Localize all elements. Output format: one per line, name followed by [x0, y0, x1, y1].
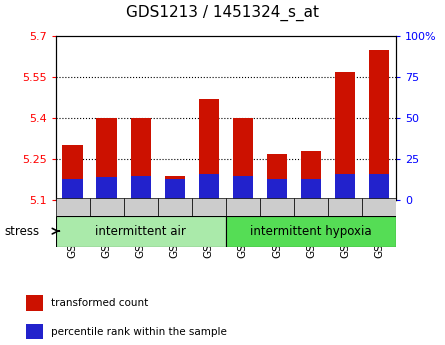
Bar: [260, 198, 294, 216]
Bar: [26, 324, 43, 339]
Bar: [56, 216, 226, 247]
Bar: [124, 198, 158, 216]
Bar: [192, 198, 226, 216]
Bar: [233, 176, 253, 200]
Text: intermittent air: intermittent air: [95, 225, 186, 238]
Bar: [328, 198, 362, 216]
Bar: [233, 118, 253, 200]
Bar: [56, 198, 90, 216]
Bar: [90, 198, 124, 216]
Bar: [226, 216, 396, 247]
Bar: [198, 174, 219, 200]
Bar: [369, 174, 389, 200]
Text: stress: stress: [4, 225, 40, 238]
Bar: [294, 198, 328, 216]
Text: GDS1213 / 1451324_s_at: GDS1213 / 1451324_s_at: [126, 5, 319, 21]
Bar: [130, 176, 151, 200]
Bar: [369, 50, 389, 200]
Bar: [26, 295, 43, 311]
Text: intermittent hypoxia: intermittent hypoxia: [250, 225, 372, 238]
Bar: [62, 146, 83, 200]
Bar: [335, 174, 355, 200]
Bar: [130, 118, 151, 200]
Bar: [362, 198, 396, 216]
Bar: [165, 179, 185, 200]
Bar: [158, 198, 192, 216]
Bar: [301, 179, 321, 200]
Bar: [97, 118, 117, 200]
Bar: [198, 99, 219, 200]
Text: transformed count: transformed count: [51, 298, 148, 308]
Bar: [267, 179, 287, 200]
Text: percentile rank within the sample: percentile rank within the sample: [51, 327, 227, 337]
Bar: [97, 177, 117, 200]
Bar: [62, 179, 83, 200]
Bar: [335, 72, 355, 200]
Bar: [301, 151, 321, 200]
Bar: [267, 154, 287, 200]
Bar: [165, 176, 185, 200]
Bar: [226, 198, 260, 216]
